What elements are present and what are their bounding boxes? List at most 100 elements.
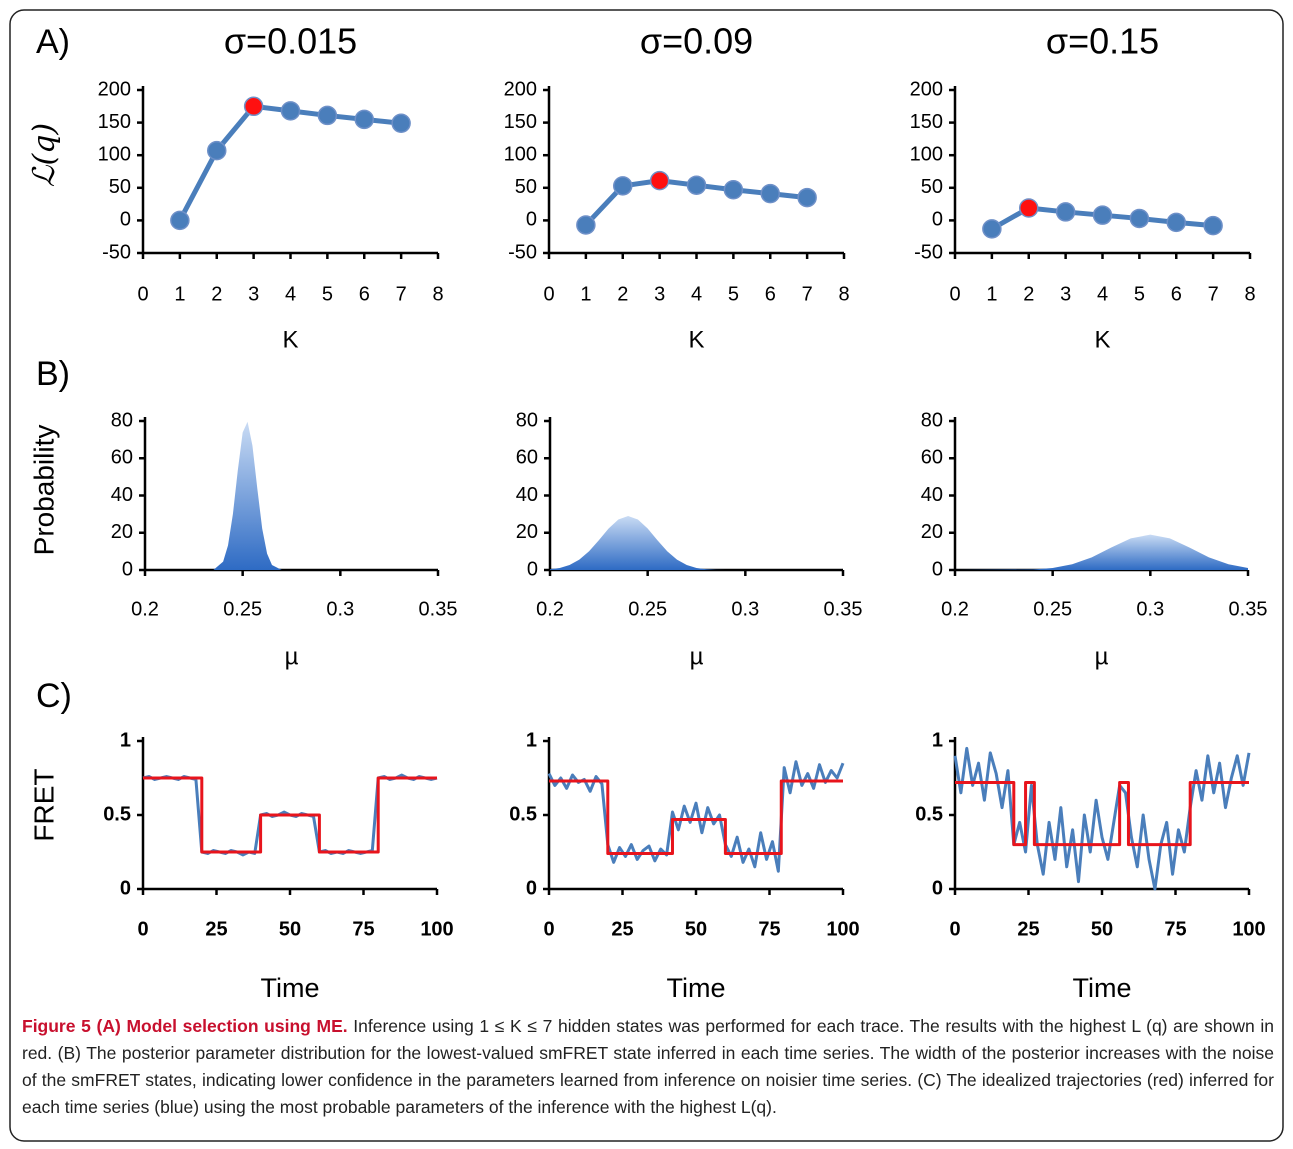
- caption: Figure 5 (A) Model selection using ME. I…: [22, 1013, 1274, 1121]
- x-tick-label: 0.25: [1033, 598, 1072, 620]
- chart-title: σ=0.015: [224, 21, 357, 62]
- x-axis-label: Time: [667, 973, 726, 1003]
- chart-title: σ=0.15: [1046, 21, 1159, 62]
- x-tick-label: 4: [285, 283, 296, 305]
- y-tick-label: 100: [98, 143, 131, 165]
- y-tick-label: 80: [111, 409, 133, 431]
- point: [1092, 205, 1113, 225]
- point: [576, 215, 596, 235]
- line: [547, 760, 845, 873]
- point: [760, 183, 780, 204]
- x-tick-label: 75: [352, 918, 374, 940]
- y-tick-label: 50: [109, 176, 131, 198]
- y-tick-label: 50: [515, 176, 537, 198]
- y-tick-label: 80: [516, 409, 538, 431]
- y-tick-label: 200: [504, 78, 537, 100]
- x-tick-label: 6: [1171, 283, 1182, 305]
- x-tick-label: 2: [1023, 283, 1034, 305]
- point: [797, 187, 817, 208]
- y-tick-label: 0.5: [509, 803, 537, 825]
- y-tick-label: 150: [504, 111, 537, 133]
- y-axis-label: FRET: [28, 768, 59, 841]
- x-tick-label: 0: [543, 283, 554, 305]
- x-tick-label: 5: [728, 283, 739, 305]
- y-tick-label: -50: [914, 241, 943, 263]
- x-tick-label: 0: [137, 918, 148, 940]
- y-tick-label: 40: [516, 484, 538, 506]
- point: [170, 210, 190, 231]
- x-axis-label: µ: [690, 643, 704, 670]
- panel-label: A): [36, 23, 70, 61]
- x-tick-label: 0.2: [536, 598, 564, 620]
- x-tick-label: 0: [543, 918, 554, 940]
- y-tick-label: 0: [932, 558, 943, 580]
- y-tick-label: 0: [122, 558, 133, 580]
- y-tick-label: 60: [516, 447, 538, 469]
- y-tick-label: 0: [526, 209, 537, 231]
- point: [207, 140, 227, 161]
- x-tick-label: 7: [1208, 283, 1219, 305]
- y-tick-label: 60: [921, 447, 943, 469]
- y-tick-label: 0: [120, 877, 131, 899]
- x-tick-label: 0.3: [1136, 598, 1164, 620]
- x-tick-label: 50: [1091, 918, 1113, 940]
- x-tick-label: 100: [1232, 918, 1265, 940]
- y-tick-label: 0: [932, 209, 943, 231]
- x-tick-label: 1: [986, 283, 997, 305]
- x-tick-label: 75: [1164, 918, 1186, 940]
- x-tick-label: 8: [432, 283, 443, 305]
- x-tick-label: 6: [765, 283, 776, 305]
- x-tick-label: 100: [826, 918, 859, 940]
- x-tick-label: 2: [211, 283, 222, 305]
- y-tick-label: -50: [508, 241, 537, 263]
- line: [549, 779, 843, 855]
- x-tick-label: 0.3: [731, 598, 759, 620]
- area: [550, 515, 843, 570]
- caption-title: Figure 5 (A) Model selection using ME.: [22, 1016, 348, 1036]
- x-tick-label: 25: [205, 918, 227, 940]
- x-tick-label: 50: [685, 918, 707, 940]
- x-tick-label: 5: [1134, 283, 1145, 305]
- x-tick-label: 3: [248, 283, 259, 305]
- x-tick-label: 0: [137, 283, 148, 305]
- panel-label: B): [36, 355, 70, 393]
- y-tick-label: 40: [921, 484, 943, 506]
- caption-text: Inference using 1 ≤ K ≤ 7 hidden states …: [22, 1016, 1274, 1117]
- y-tick-label: 80: [921, 409, 943, 431]
- area: [145, 421, 438, 570]
- point: [613, 176, 633, 196]
- y-tick-label: -50: [102, 241, 131, 263]
- x-tick-label: 3: [654, 283, 665, 305]
- y-tick-label: 1: [120, 729, 131, 751]
- point: [649, 170, 670, 191]
- y-tick-label: 0.5: [103, 803, 131, 825]
- x-tick-label: 5: [322, 283, 333, 305]
- y-tick-label: 1: [932, 729, 943, 751]
- x-tick-label: 4: [691, 283, 702, 305]
- y-tick-label: 0.5: [915, 803, 943, 825]
- y-tick-label: 0: [526, 877, 537, 899]
- x-tick-label: 6: [359, 283, 370, 305]
- x-tick-label: 0.2: [941, 598, 969, 620]
- x-tick-label: 0.35: [419, 598, 458, 620]
- point: [1129, 208, 1150, 229]
- frame: [9, 9, 1284, 1142]
- y-axis-label: ℒ(q): [27, 123, 62, 187]
- y-tick-label: 60: [111, 447, 133, 469]
- y-tick-label: 40: [111, 484, 133, 506]
- y-tick-label: 20: [516, 521, 538, 543]
- x-tick-label: 1: [174, 283, 185, 305]
- point: [317, 105, 338, 126]
- point: [1166, 212, 1186, 233]
- area: [955, 534, 1248, 570]
- panel-label: C): [36, 677, 72, 715]
- chart-title: σ=0.09: [640, 21, 753, 62]
- y-tick-label: 100: [910, 143, 943, 165]
- x-tick-label: 50: [279, 918, 301, 940]
- y-tick-label: 0: [932, 877, 943, 899]
- y-tick-label: 200: [910, 78, 943, 100]
- x-tick-label: 0.3: [326, 598, 354, 620]
- y-tick-label: 100: [504, 143, 537, 165]
- x-tick-label: 0.25: [628, 598, 667, 620]
